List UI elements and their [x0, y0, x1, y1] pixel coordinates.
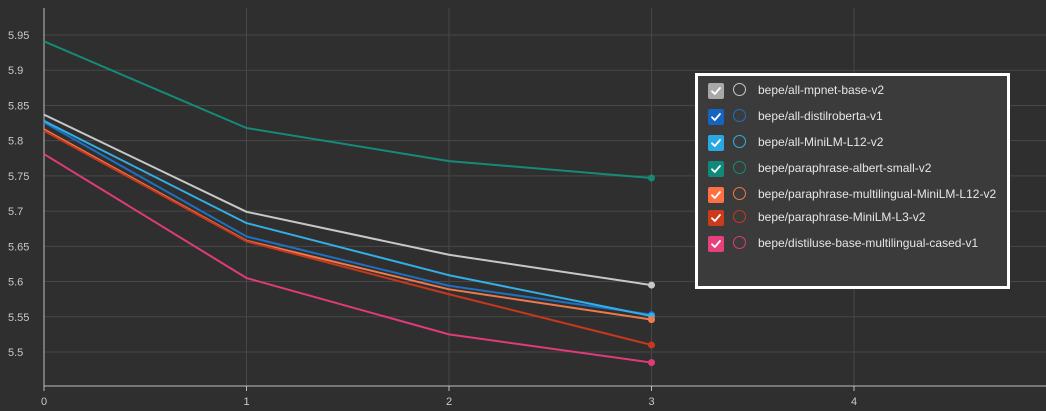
series-line-3[interactable] [43, 40, 652, 179]
x-tick-label: 3 [648, 396, 654, 408]
series-color-ring-icon [733, 135, 746, 148]
y-tick-label: 5.95 [8, 30, 29, 42]
legend-label: bepe/all-distilroberta-v1 [758, 109, 883, 123]
y-tick-label: 5.65 [8, 241, 29, 253]
series-line-1[interactable] [43, 121, 652, 316]
series-color-ring-icon [733, 210, 746, 223]
checkbox-checked-icon[interactable] [708, 187, 724, 203]
y-tick-label: 5.7 [8, 206, 23, 218]
legend-label: bepe/distiluse-base-multilingual-cased-v… [758, 236, 979, 250]
checkbox-checked-icon[interactable] [708, 210, 724, 226]
series-end-point-6[interactable] [648, 359, 655, 367]
legend-panel: bepe/all-mpnet-base-v2 bepe/all-distilrob… [695, 73, 1010, 289]
legend-item[interactable]: bepe/paraphrase-multilingual-MiniLM-L12-… [708, 186, 999, 203]
checkbox-checked-icon[interactable] [708, 109, 724, 125]
series-layer [43, 40, 655, 367]
legend-item[interactable]: bepe/all-MiniLM-L12-v2 [708, 134, 999, 151]
series-line-6[interactable] [43, 153, 652, 364]
x-tick-label: 2 [446, 396, 452, 408]
checkbox-checked-icon[interactable] [708, 161, 724, 177]
legend-label: bepe/all-MiniLM-L12-v2 [758, 135, 884, 149]
y-tick-label: 5.9 [8, 65, 23, 77]
checkbox-checked-icon[interactable] [708, 83, 724, 99]
legend-item[interactable]: bepe/all-distilroberta-v1 [708, 108, 999, 125]
x-tick-label: 1 [243, 396, 249, 408]
series-line-0[interactable] [43, 113, 652, 287]
series-color-ring-icon [733, 161, 746, 174]
series-end-point-0[interactable] [648, 281, 655, 289]
y-tick-label: 5.8 [8, 136, 23, 148]
x-tick-label: 0 [41, 396, 47, 408]
series-color-ring-icon [733, 187, 746, 200]
y-tick-label: 5.85 [8, 100, 29, 112]
legend-label: bepe/paraphrase-albert-small-v2 [758, 161, 932, 175]
y-tick-label: 5.5 [8, 347, 23, 359]
x-tick-label: 4 [851, 396, 857, 408]
y-tick-label: 5.55 [8, 312, 29, 324]
series-color-ring-icon [733, 109, 746, 122]
checkbox-checked-icon[interactable] [708, 236, 724, 252]
legend-item[interactable]: bepe/distiluse-base-multilingual-cased-v… [708, 235, 999, 252]
series-end-point-3[interactable] [648, 174, 655, 182]
axis-layer: 5.5 5.55 5.6 5.65 5.7 5.75 5.8 5.85 5.9 5.95 0 1 2 3 4 [8, 8, 1046, 408]
series-end-point-5[interactable] [648, 341, 655, 349]
series-color-ring-icon [733, 236, 746, 249]
legend-label: bepe/paraphrase-multilingual-MiniLM-L12-… [758, 187, 997, 201]
series-end-point-4[interactable] [648, 316, 655, 324]
checkbox-checked-icon[interactable] [708, 135, 724, 151]
y-tick-label: 5.75 [8, 171, 29, 183]
legend-label: bepe/all-mpnet-base-v2 [758, 83, 885, 97]
series-color-ring-icon [733, 83, 746, 96]
y-tick-label: 5.6 [8, 277, 23, 289]
legend-item[interactable]: bepe/paraphrase-albert-small-v2 [708, 160, 999, 177]
legend-label: bepe/paraphrase-MiniLM-L3-v2 [758, 210, 926, 224]
legend-item[interactable]: bepe/paraphrase-MiniLM-L3-v2 [708, 209, 999, 226]
legend-item[interactable]: bepe/all-mpnet-base-v2 [708, 82, 999, 99]
series-line-5[interactable] [43, 129, 652, 346]
series-line-2[interactable] [43, 120, 652, 318]
